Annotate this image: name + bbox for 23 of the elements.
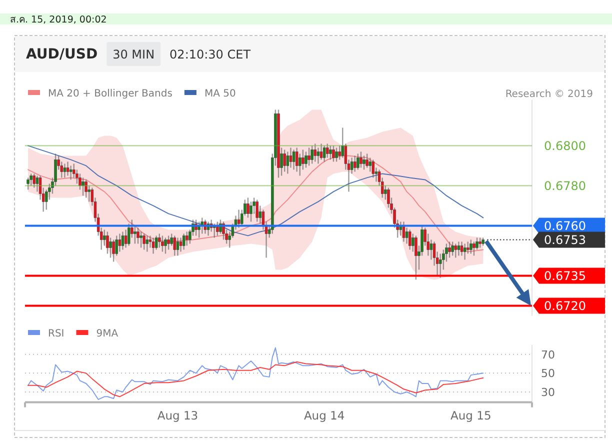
- y-tick-label: 50: [541, 367, 555, 380]
- chart-title: AUD/USD: [26, 46, 98, 62]
- chart-subtitle: 30 MIN: [112, 48, 155, 62]
- ref-line-label: 0.6760: [544, 219, 586, 234]
- text: 02:10:30 CET: [170, 48, 252, 62]
- ref-line-label: 0.6735: [544, 269, 586, 284]
- x-tick-label: Aug 14: [304, 408, 345, 422]
- annotation: Research © 2019: [505, 89, 593, 100]
- legend-label: RSI: [48, 328, 64, 340]
- legend-label: 9MA: [96, 328, 118, 340]
- y-tick-label: 30: [541, 386, 555, 399]
- x-tick-label: Aug 15: [450, 408, 492, 422]
- ref-line-label: 0.6800: [544, 139, 586, 154]
- ref-line-label: 0.6753: [544, 233, 586, 248]
- line-series: [28, 347, 484, 400]
- ref-line-label: 0.6780: [544, 179, 586, 194]
- y-tick-label: 70: [541, 348, 555, 362]
- legend-label: MA 50: [204, 88, 236, 100]
- ref-line-label: 0.6720: [544, 299, 586, 314]
- line-series: [28, 361, 484, 398]
- legend-label: MA 20 + Bollinger Bands: [48, 88, 172, 100]
- text: ส.ค. 15, 2019, 00:02: [10, 14, 107, 26]
- x-tick-label: Aug 13: [157, 408, 198, 422]
